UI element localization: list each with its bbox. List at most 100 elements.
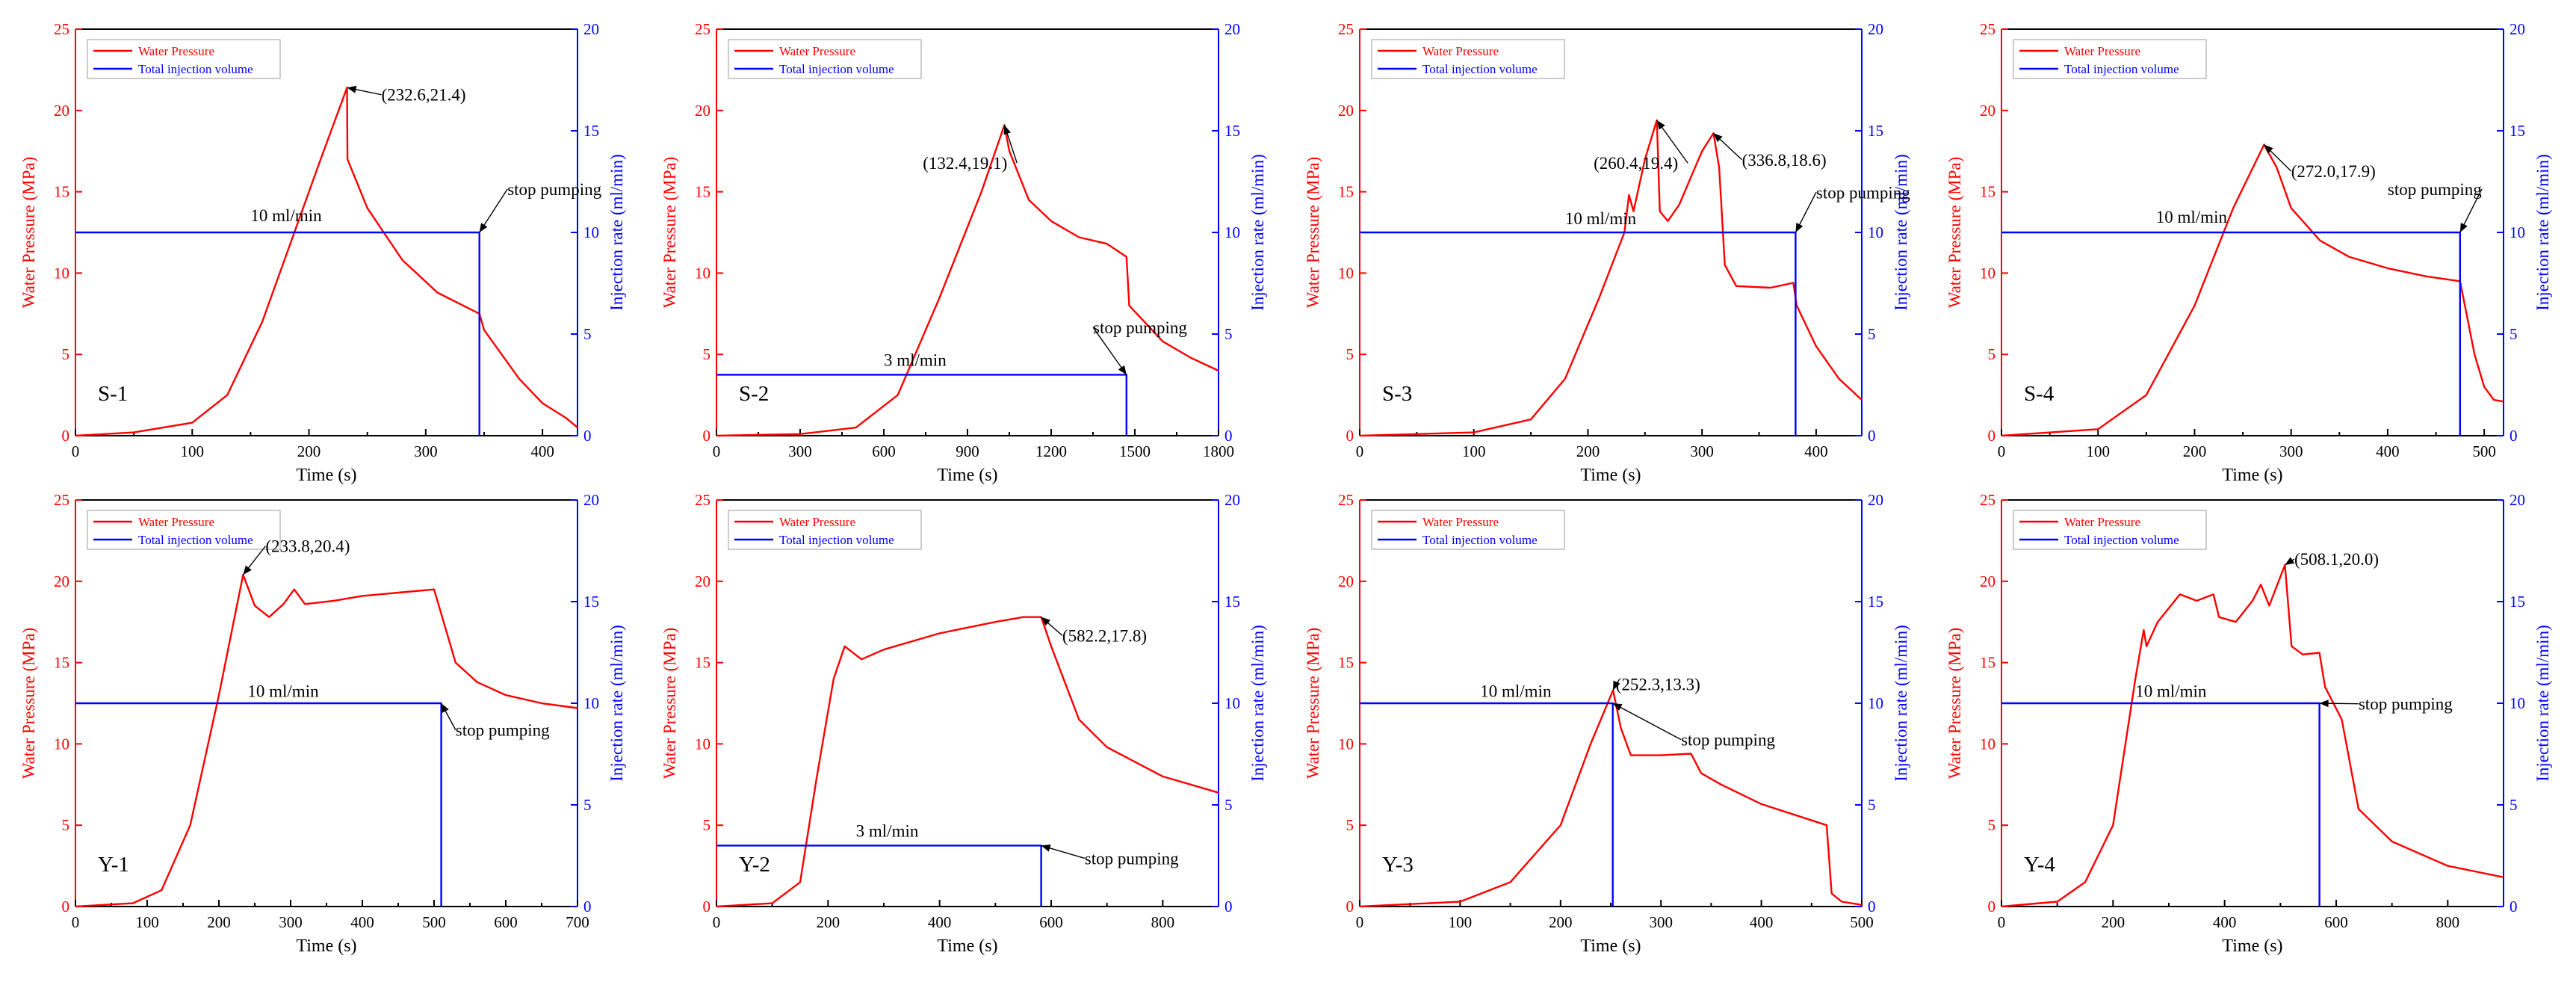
y-left-tick-label: 15 <box>1338 654 1354 672</box>
x-axis-title: Time (s) <box>2222 936 2282 956</box>
annotation-label: (132.4,19.1) <box>923 154 1007 173</box>
legend-box <box>728 39 922 79</box>
water-pressure-line <box>1359 119 1863 437</box>
chart-panel-s-2: 0 300 600 900 1200 1500 1800051015202505101520… <box>660 20 1267 485</box>
water-pressure-line <box>2001 143 2504 437</box>
legend-label: Water Pressure <box>779 44 855 58</box>
y-right-tick-label: 15 <box>1224 593 1240 611</box>
chart-panel-y-1: 0 100 200 300 400 500 600 700051015202505101520… <box>19 491 626 956</box>
y-right-axis-title: Injection rate (ml/min) <box>1248 625 1267 781</box>
y-right-tick-label: 5 <box>2510 325 2518 343</box>
y-right-axis-title: Injection rate (ml/min) <box>1248 154 1267 310</box>
injection-rate-line <box>75 702 442 907</box>
y-right-axis-title: Injection rate (ml/min) <box>1892 154 1910 310</box>
x-tick-label: 100 <box>1449 913 1473 931</box>
x-tick-label: 200 <box>1576 442 1600 460</box>
y-right-tick-label: 10 <box>583 694 599 712</box>
annotation-label: 10 ml/min <box>250 206 322 225</box>
water-pressure-line <box>2001 563 2504 908</box>
y-left-tick-label: 25 <box>1338 491 1354 509</box>
legend-box <box>87 39 281 79</box>
x-axis-title: Time (s) <box>1580 936 1641 956</box>
y-right-axis-title: Injection rate (ml/min) <box>607 625 626 781</box>
y-left-tick-label: 0 <box>1346 427 1354 445</box>
injection-rate-line <box>716 374 1128 436</box>
x-tick-label: 400 <box>2213 913 2237 931</box>
y-right-tick-label: 0 <box>1868 898 1876 915</box>
annotation-arrowhead <box>1656 120 1665 130</box>
y-right-tick-label: 5 <box>583 325 592 343</box>
water-pressure-line <box>75 87 578 437</box>
legend-label: Water Pressure <box>2064 44 2140 58</box>
water-pressure-line <box>716 616 1219 908</box>
annotation-label: stop pumping <box>456 721 550 740</box>
y-right-tick-label: 20 <box>583 20 599 38</box>
y-left-tick-label: 10 <box>1980 264 1996 282</box>
annotation-label: (336.8,18.6) <box>1742 151 1827 170</box>
y-left-axis-title: Water Pressure (MPa) <box>19 157 38 309</box>
y-right-tick-label: 20 <box>1868 491 1883 509</box>
y-left-tick-label: 20 <box>695 102 710 120</box>
y-right-tick-label: 10 <box>1868 694 1883 712</box>
legend-label: Water Pressure <box>2064 515 2140 529</box>
annotation-label: stop pumping <box>2388 180 2482 199</box>
y-right-tick-label: 20 <box>1868 20 1883 38</box>
annotation-label: stop pumping <box>2359 695 2453 714</box>
annotation-arrowhead <box>1613 680 1620 691</box>
x-axis-title: Time (s) <box>937 466 997 485</box>
legend-label: Water Pressure <box>138 515 214 529</box>
y-left-tick-label: 25 <box>1980 491 1996 509</box>
y-left-axis-title: Water Pressure (MPa) <box>1945 157 1964 309</box>
annotation-arrowhead <box>1118 365 1127 375</box>
x-tick-label: 500 <box>422 913 446 931</box>
annotation-arrowhead <box>243 565 252 575</box>
water-pressure-line <box>75 573 578 908</box>
annotation-label: stop pumping <box>1816 183 1910 202</box>
y-left-tick-label: 0 <box>1346 898 1354 915</box>
legend-box <box>2013 39 2207 79</box>
annotation-label: 10 ml/min <box>247 682 319 700</box>
chart-panel-s-3: 0 100 200 300 400 0 5 10 15 20 25 0 5 10 15 20 Time (s) W… <box>1304 20 1910 485</box>
y-left-tick-label: 15 <box>1980 654 1996 672</box>
legend-label: Total injection volume <box>779 533 894 547</box>
x-tick-label: 100 <box>2086 442 2110 460</box>
annotation-arrowhead <box>2319 700 2329 708</box>
annotation-label: 3 ml/min <box>856 821 919 840</box>
y-left-tick-label: 15 <box>54 654 69 672</box>
x-tick-label: 300 <box>1690 442 1714 460</box>
y-left-tick-label: 0 <box>1988 898 1996 915</box>
x-tick-label: 400 <box>2376 442 2400 460</box>
legend-label: Water Pressure <box>1422 44 1499 58</box>
x-tick-label: 0 <box>1998 913 2006 931</box>
x-tick-label: 0 <box>1998 442 2006 460</box>
y-right-tick-label: 0 <box>1868 427 1876 445</box>
y-left-tick-label: 15 <box>54 183 69 201</box>
y-right-tick-label: 5 <box>1224 796 1233 814</box>
annotation-arrowhead <box>479 223 488 232</box>
legend-label: Total injection volume <box>138 62 253 76</box>
injection-rate-line <box>75 231 480 436</box>
annotation-arrowhead <box>2459 223 2468 232</box>
y-left-tick-label: 10 <box>695 264 710 282</box>
legend-box <box>728 510 922 550</box>
annotation-label: stop pumping <box>1681 731 1775 750</box>
y-left-tick-label: 20 <box>54 572 69 590</box>
x-tick-label: 200 <box>207 913 231 931</box>
y-left-tick-label: 0 <box>703 427 711 445</box>
x-tick-label: 300 <box>1649 913 1673 931</box>
y-right-tick-label: 10 <box>1868 223 1883 241</box>
x-tick-label: 500 <box>2472 442 2496 460</box>
y-left-tick-label: 25 <box>695 491 710 509</box>
chart-panel-s-4: 0 100 200 300 400 500 0 5 10 15 20 25 0 5 10 15 20 Time (… <box>1945 20 2552 485</box>
y-right-tick-label: 0 <box>1224 427 1233 445</box>
annotation-label: (272.0,17.9) <box>2291 162 2376 181</box>
x-tick-label: 600 <box>872 442 896 460</box>
panel-label: S-1 <box>98 382 128 406</box>
x-tick-label: 400 <box>530 442 554 460</box>
x-tick-label: 100 <box>1462 442 1486 460</box>
panel-label: S-4 <box>2024 382 2055 406</box>
y-right-tick-label: 10 <box>1224 223 1240 241</box>
y-right-tick-label: 5 <box>1868 325 1876 343</box>
annotation-arrowhead <box>1795 223 1803 232</box>
